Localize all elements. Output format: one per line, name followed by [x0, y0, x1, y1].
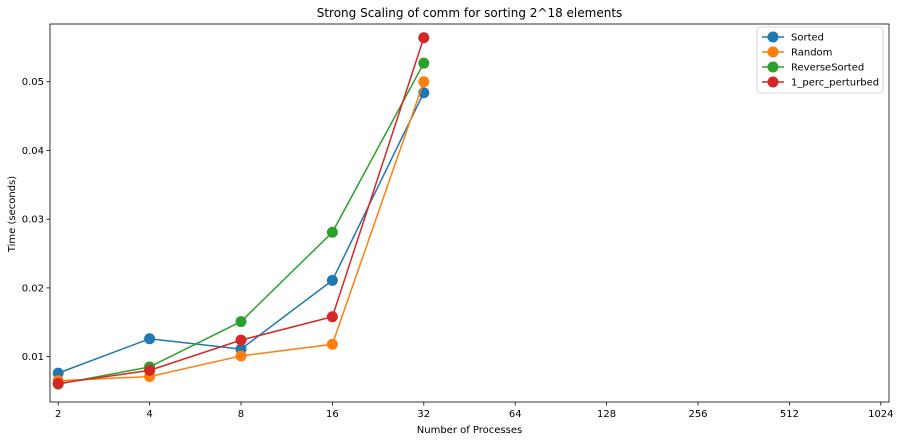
- x-tick-label: 16: [326, 409, 339, 420]
- y-tick-label: 0.05: [22, 77, 44, 88]
- plot-frame: [49, 23, 890, 403]
- legend-item: Random: [762, 46, 832, 59]
- legend-label: Random: [791, 48, 832, 59]
- x-tick-label: 128: [597, 409, 616, 420]
- legend-item: ReverseSorted: [762, 61, 864, 74]
- legend-marker: [767, 76, 779, 88]
- data-point: [235, 316, 247, 328]
- x-tick-label: 32: [417, 409, 430, 420]
- legend-label: ReverseSorted: [791, 63, 864, 74]
- x-tick-label: 256: [688, 409, 707, 420]
- x-tick-label: 1024: [868, 409, 893, 420]
- data-point: [326, 226, 338, 238]
- x-axis-label: Number of Processes: [417, 425, 522, 436]
- data-point: [144, 333, 156, 345]
- x-tick-label: 2: [55, 409, 61, 420]
- legend-box: [756, 26, 884, 94]
- legend-item: Sorted: [762, 31, 824, 44]
- data-point: [52, 367, 64, 379]
- legend-marker: [767, 61, 779, 73]
- data-point: [326, 338, 338, 350]
- data-point: [326, 311, 338, 323]
- data-point: [235, 334, 247, 346]
- data-point: [418, 32, 430, 44]
- legend: Sorted Random ReverseSorted 1_perc_perturbe…: [756, 26, 884, 94]
- x-tick-label: 512: [780, 409, 799, 420]
- axes: 2 4 8 16 32 64 128 256 512 1024 0.01 0.02 0.03 0.04 0.…: [22, 23, 894, 420]
- data-point: [144, 364, 156, 376]
- data-point: [235, 350, 247, 362]
- series-layer: [52, 32, 430, 390]
- legend-marker: [767, 46, 779, 58]
- legend-marker: [767, 31, 779, 43]
- y-tick-label: 0.04: [22, 146, 44, 157]
- y-tick-label: 0.01: [22, 352, 44, 363]
- data-point: [418, 57, 430, 69]
- data-point: [326, 274, 338, 286]
- legend-label: 1_perc_perturbed: [791, 78, 879, 89]
- y-axis-label: Time (seconds): [7, 176, 18, 253]
- legend-item: 1_perc_perturbed: [762, 76, 879, 89]
- x-tick-label: 8: [238, 409, 244, 420]
- series-1-perc-perturbed: [52, 32, 430, 389]
- data-point: [418, 76, 430, 88]
- x-tick-label: 64: [509, 409, 522, 420]
- chart-title: Strong Scaling of comm for sorting 2^18 …: [317, 6, 623, 20]
- legend-label: Sorted: [791, 33, 824, 44]
- y-tick-label: 0.03: [22, 215, 44, 226]
- data-point: [52, 377, 64, 389]
- x-tick-label: 4: [146, 409, 152, 420]
- y-tick-label: 0.02: [22, 283, 44, 294]
